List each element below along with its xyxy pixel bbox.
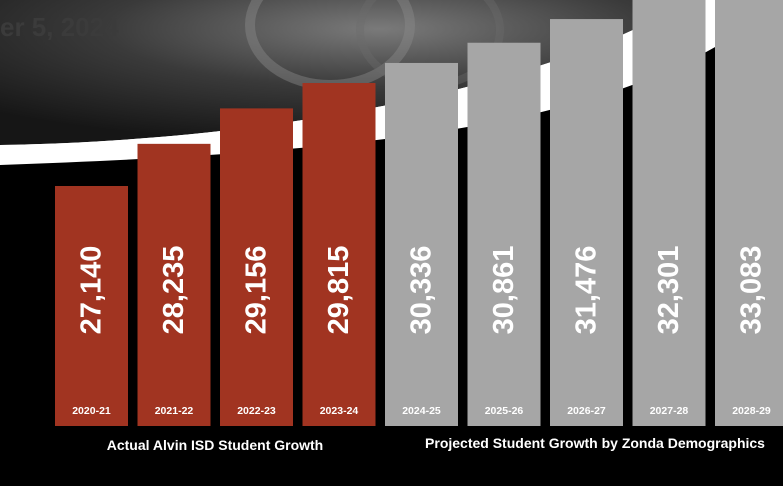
actual-group-label: Actual Alvin ISD Student Growth [106, 437, 324, 453]
bars-layer: 27,140 2020-21 28,235 2021-22 29,156 2022-23 2… [55, 0, 783, 427]
bar-2027-28 [632, 0, 706, 426]
projected-group-label: Projected Student Growth by Zonda Demogr… [425, 435, 765, 451]
bar-value-label: 33,083 [736, 246, 768, 335]
category-label: 2023-24 [320, 405, 359, 417]
bar-2020-21 [55, 186, 128, 426]
bar-2022-23 [220, 108, 293, 426]
category-label: 2025-26 [485, 405, 524, 417]
bar-value-label: 29,815 [323, 246, 355, 335]
bar-value-label: 31,476 [571, 246, 603, 335]
header-photo [0, 0, 690, 145]
bar-value-label: 32,301 [653, 246, 685, 335]
category-label: 2028-29 [732, 405, 771, 417]
category-label: 2020-21 [72, 405, 111, 417]
bar-2026-27 [550, 19, 623, 427]
category-label: 2022-23 [237, 405, 276, 417]
bar-2024-25 [385, 62, 458, 426]
bar-value-label: 27,140 [76, 246, 108, 335]
category-label: 2021-22 [155, 405, 194, 417]
bar-value-label: 29,156 [241, 246, 273, 335]
bar-value-label: 30,861 [488, 246, 520, 335]
date-title: er 5, 2024 [0, 12, 119, 42]
category-label: 2027-28 [650, 405, 689, 417]
bar-value-label: 28,235 [158, 246, 190, 335]
category-label: 2026-27 [567, 405, 606, 417]
bar-value-label: 30,336 [406, 246, 438, 335]
bar-2028-29 [715, 0, 783, 427]
bar-2023-24 [302, 83, 376, 426]
bar-2025-26 [467, 42, 541, 426]
category-label: 2024-25 [402, 405, 441, 417]
bar-2021-22 [137, 143, 211, 426]
